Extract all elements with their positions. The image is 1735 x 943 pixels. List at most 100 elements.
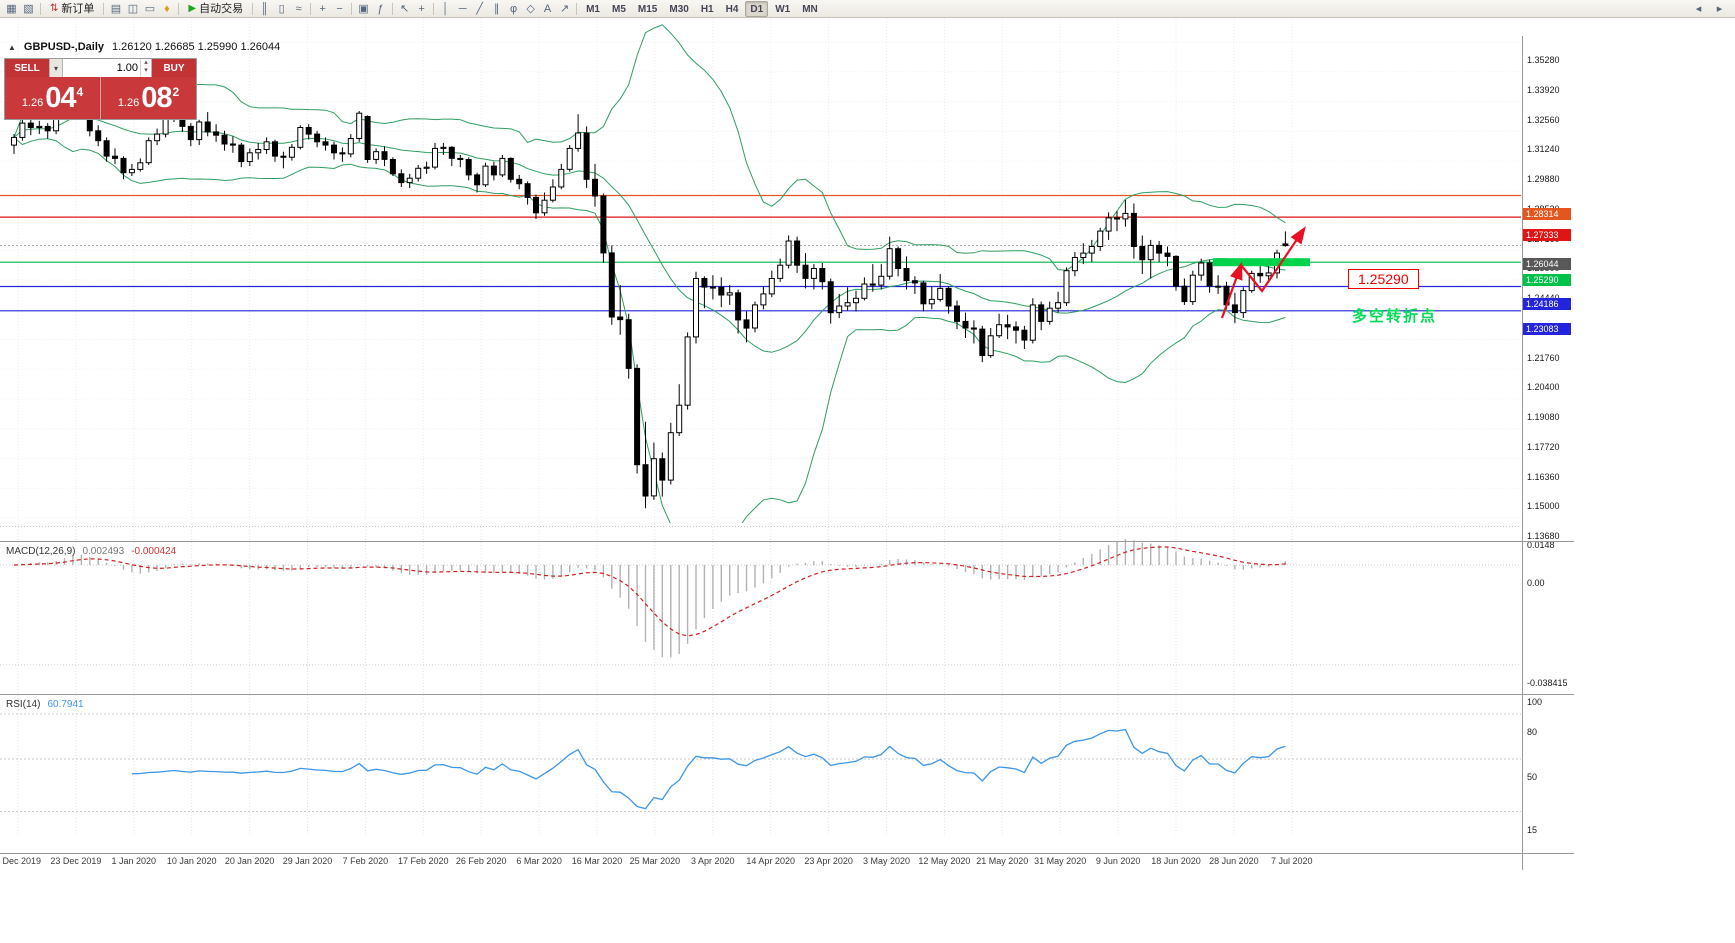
turning-point-text: 多空转折点: [1352, 308, 1438, 325]
shapes-icon[interactable]: ◇: [526, 2, 535, 15]
volume-up-icon[interactable]: ▴: [144, 59, 148, 66]
navigator-icon[interactable]: ◫: [127, 2, 139, 15]
price-axis-separator: [1522, 36, 1523, 870]
rsi-canvas[interactable]: [0, 677, 1522, 834]
new-order-button[interactable]: ⇅ 新订单: [44, 1, 100, 17]
buy-price-sup: 2: [172, 85, 180, 99]
zoom-out-icon[interactable]: −: [336, 2, 343, 15]
date-label: 21 May 2020: [976, 856, 1029, 866]
date-label: 17 Feb 2020: [398, 856, 449, 866]
buy-price-prefix: 1.26: [117, 97, 140, 109]
date-label: 23 Apr 2020: [804, 856, 853, 866]
text-icon[interactable]: A: [543, 2, 552, 15]
timeframe-button-H1[interactable]: H1: [700, 3, 714, 15]
alerts-icon[interactable]: ♦: [164, 2, 170, 15]
macd-signal-line: [13, 546, 1286, 637]
timeframe-button-M15[interactable]: M15: [637, 3, 658, 15]
date-label: 28 Jun 2020: [1209, 856, 1259, 866]
fibonacci-icon[interactable]: φ: [510, 2, 518, 15]
horizontal-line-icon[interactable]: ─: [458, 2, 467, 15]
rsi-line: [131, 728, 1286, 810]
price-tag-1.23083: 1.23083: [1523, 322, 1571, 335]
timeframe-button-MN[interactable]: MN: [802, 3, 818, 15]
volume-input[interactable]: [63, 59, 140, 77]
crosshair-icon[interactable]: +: [418, 2, 425, 15]
vertical-line-icon[interactable]: │: [442, 2, 450, 15]
arrows-icon[interactable]: ↗: [559, 2, 570, 15]
date-label: 31 May 2020: [1034, 856, 1087, 866]
date-label: 3 May 2020: [862, 856, 911, 866]
price-axis-label: 1.15000: [1527, 501, 1560, 512]
toolbar-separator: [252, 2, 254, 15]
date-label: 12 May 2020: [918, 856, 971, 866]
timeframe-button-M5[interactable]: M5: [612, 3, 626, 15]
toolbar-items: ▦ ▧ ⇅ 新订单 ▤ ◫ ▭ ♦ ▶ 自动交易 ║ ▯ ≈ + − ▣ ƒ ↖ + │ ─ ╱ ∥ φ ◇ A ↗: [3, 1, 580, 17]
order-type-dropdown[interactable]: ▾: [49, 59, 62, 77]
toolbar-separator: [178, 2, 180, 15]
sell-price[interactable]: 1.26 04 4: [5, 77, 101, 119]
toolbar-separator: [310, 2, 312, 15]
new-order-button-label: 新订单: [61, 2, 95, 15]
timeframe-button-M1[interactable]: M1: [586, 3, 600, 15]
toolbar-separator: [433, 2, 435, 15]
toolbar-separator: [40, 2, 41, 15]
chart-mini-icon: ▲: [8, 42, 16, 52]
buy-button[interactable]: BUY: [152, 59, 196, 77]
price-axis-label: 1.35280: [1527, 55, 1560, 65]
buy-price-big: 08: [141, 81, 172, 114]
macd-axis-label: -0.038415: [1527, 677, 1568, 688]
toolbar-separator: [351, 2, 353, 15]
macd-panel-separator[interactable]: [0, 541, 1574, 542]
rsi-panel-separator[interactable]: [0, 694, 1574, 695]
price-axis-label: 1.21760: [1527, 352, 1560, 363]
sell-button[interactable]: SELL: [5, 59, 49, 77]
volume-down-icon[interactable]: ▾: [144, 67, 148, 74]
tile-windows-icon[interactable]: ▣: [358, 2, 369, 15]
rsi-axis-label: 50: [1527, 772, 1538, 782]
bar-chart-icon[interactable]: ║: [260, 2, 269, 15]
price-axis-label: 1.33920: [1527, 84, 1560, 95]
date-label: 9 Jun 2020: [1095, 856, 1141, 866]
grid: [0, 18, 1521, 523]
chart-back-icon[interactable]: ◂: [1695, 2, 1702, 15]
line-chart-icon[interactable]: ≈: [295, 2, 302, 15]
date-label: 18 Jun 2020: [1151, 856, 1201, 866]
date-label: 25 Mar 2020: [629, 856, 681, 866]
macd-canvas[interactable]: [0, 524, 1522, 675]
timeframe-button-M30[interactable]: M30: [669, 3, 689, 15]
buy-price[interactable]: 1.26 08 2: [101, 77, 196, 119]
zoom-in-icon[interactable]: +: [319, 2, 326, 15]
date-label: 7 Feb 2020: [342, 856, 389, 866]
market-watch-icon[interactable]: ▤: [110, 2, 122, 15]
indicators-icon[interactable]: ƒ: [377, 2, 384, 15]
timeframe-button-D1[interactable]: D1: [745, 0, 769, 17]
chart-forward-icon[interactable]: ▸: [1716, 2, 1723, 15]
macd-histogram: [21, 539, 1287, 658]
main-chart-canvas[interactable]: [0, 18, 1522, 523]
equidistant-channel-icon[interactable]: ∥: [493, 2, 500, 15]
chart-symbol-timeframe: GBPUSD-,Daily: [23, 41, 104, 53]
cursor-icon[interactable]: ↖: [399, 2, 410, 15]
toolbar-right: ◂ ▸: [1690, 1, 1732, 17]
price-annotation-label[interactable]: 1.25290: [1348, 269, 1419, 289]
terminal-icon[interactable]: ▭: [144, 2, 156, 15]
new-chart-icon[interactable]: ▦: [6, 2, 17, 15]
price-axis-label: 1.31240: [1527, 144, 1560, 155]
price-axis-label: 1.20400: [1527, 382, 1560, 393]
chart-ohlc-values: 1.26120 1.26685 1.25990 1.26044: [112, 41, 281, 53]
timeframe-button-H4[interactable]: H4: [725, 3, 739, 15]
bollinger-bands: [13, 24, 1286, 523]
rsi-axis-label: 80: [1527, 727, 1538, 737]
autotrade-button[interactable]: ▶ 自动交易: [182, 1, 249, 17]
trendline-icon[interactable]: ╱: [476, 2, 483, 15]
candles: [11, 79, 1289, 509]
candlestick-chart-icon[interactable]: ▯: [278, 2, 285, 15]
price-tag-1.28314: 1.28314: [1523, 207, 1571, 220]
trend-arrows: [1220, 226, 1306, 319]
timeframe-button-W1[interactable]: W1: [775, 3, 791, 15]
date-label: 10 Jan 2020: [166, 856, 217, 866]
price-axis-label: 1.13680: [1527, 531, 1560, 541]
price-axis-label: 1.24440: [1527, 293, 1560, 303]
chart-profiles-icon[interactable]: ▧: [23, 2, 34, 15]
date-label: 16 Mar 2020: [571, 856, 623, 866]
